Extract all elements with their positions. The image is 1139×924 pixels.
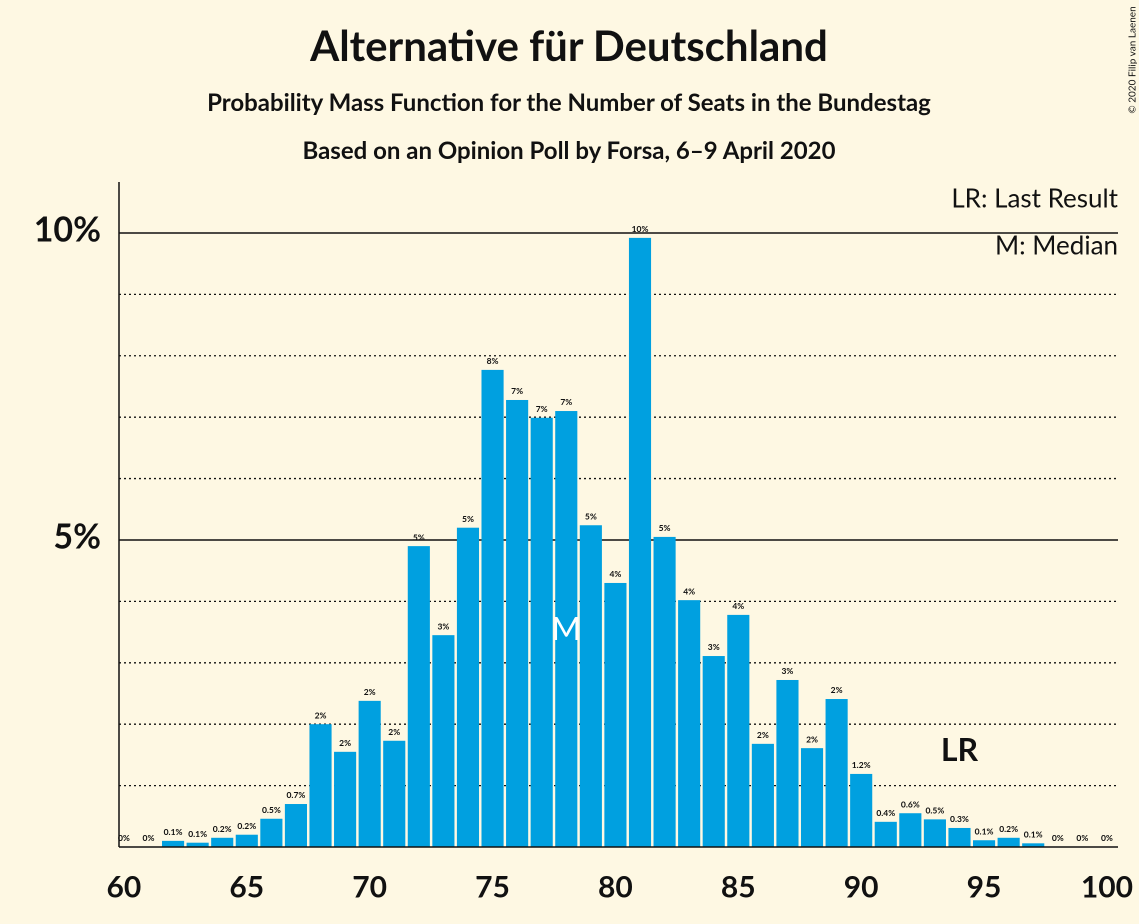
value-label: 4% bbox=[683, 586, 695, 596]
bar bbox=[997, 837, 1020, 847]
value-label: 7% bbox=[511, 386, 523, 396]
credit: © 2020 Filip van Laenen bbox=[1127, 6, 1139, 113]
value-label: 0% bbox=[118, 833, 130, 843]
bar bbox=[678, 600, 701, 847]
bar bbox=[628, 237, 652, 847]
bar bbox=[579, 525, 602, 847]
bar bbox=[899, 813, 922, 847]
chart-title: Alternative für Deutschland bbox=[309, 20, 828, 70]
y-tick-label: 5% bbox=[53, 516, 101, 557]
value-label: 0.5% bbox=[925, 806, 944, 816]
bar bbox=[211, 837, 234, 847]
x-tick-label: 95 bbox=[967, 869, 1002, 905]
chart-subtitle: Based on an Opinion Poll by Forsa, 6–9 A… bbox=[303, 136, 836, 165]
bar bbox=[874, 821, 897, 847]
value-label: 0% bbox=[1101, 833, 1113, 843]
bar bbox=[407, 546, 430, 847]
x-tick-label: 90 bbox=[844, 869, 879, 905]
value-label: 0.3% bbox=[950, 814, 969, 824]
value-label: 2% bbox=[315, 710, 327, 720]
x-tick-label: 60 bbox=[107, 869, 142, 905]
value-label: 5% bbox=[659, 523, 671, 533]
value-label: 2% bbox=[339, 738, 351, 748]
bar bbox=[530, 417, 553, 847]
bar bbox=[186, 842, 209, 847]
x-tick-label: 80 bbox=[598, 869, 633, 905]
bar bbox=[800, 748, 824, 847]
bar bbox=[456, 527, 480, 847]
value-label: 2% bbox=[806, 734, 818, 744]
value-label: 0% bbox=[143, 833, 155, 843]
bar bbox=[383, 740, 406, 847]
value-label: 2% bbox=[364, 687, 376, 697]
bar bbox=[358, 700, 381, 847]
x-tick-label: 70 bbox=[352, 869, 387, 905]
value-label: 0.2% bbox=[237, 821, 256, 831]
bar bbox=[850, 773, 873, 847]
bar bbox=[653, 536, 676, 847]
value-label: 10% bbox=[632, 224, 649, 234]
bar bbox=[604, 582, 627, 847]
value-label: 2% bbox=[831, 685, 843, 695]
value-label: 5% bbox=[462, 514, 474, 524]
value-label: 8% bbox=[487, 356, 499, 366]
bar bbox=[923, 819, 946, 847]
bar bbox=[555, 411, 578, 847]
legend-entry: LR: Last Result bbox=[951, 182, 1118, 214]
bar bbox=[260, 818, 283, 847]
value-label: 0.1% bbox=[164, 827, 183, 837]
bar bbox=[1022, 843, 1045, 847]
bar bbox=[948, 827, 971, 847]
x-tick-label: 75 bbox=[475, 869, 510, 905]
chart-subtitle: Probability Mass Function for the Number… bbox=[207, 88, 931, 117]
value-label: 7% bbox=[536, 404, 548, 414]
value-label: 0.7% bbox=[287, 790, 306, 800]
value-label: 1.2% bbox=[852, 760, 871, 770]
value-label: 0% bbox=[1052, 833, 1064, 843]
annotation: M bbox=[551, 608, 581, 647]
bar bbox=[432, 635, 455, 847]
value-label: 4% bbox=[732, 601, 744, 611]
value-label: 3% bbox=[782, 666, 794, 676]
bar bbox=[776, 679, 799, 847]
x-tick-label: 85 bbox=[721, 869, 756, 905]
annotation: LR bbox=[941, 729, 979, 768]
value-label: 2% bbox=[757, 730, 769, 740]
value-label: 4% bbox=[609, 569, 621, 579]
value-label: 0.6% bbox=[901, 799, 920, 809]
value-label: 3% bbox=[708, 642, 720, 652]
value-label: 2% bbox=[388, 727, 400, 737]
legend-entry: M: Median bbox=[995, 229, 1118, 261]
bar bbox=[506, 399, 529, 847]
bar bbox=[309, 724, 332, 847]
value-label: 0.1% bbox=[975, 826, 994, 836]
value-label: 0.1% bbox=[1024, 830, 1043, 840]
value-label: 0.2% bbox=[213, 824, 232, 834]
value-label: 3% bbox=[437, 621, 449, 631]
bar bbox=[727, 614, 750, 847]
y-tick-label: 10% bbox=[34, 209, 101, 250]
bar bbox=[702, 656, 725, 847]
value-label: 0.1% bbox=[188, 829, 207, 839]
value-label: 0% bbox=[1076, 833, 1088, 843]
bar bbox=[162, 840, 185, 847]
bar bbox=[481, 369, 504, 847]
bar bbox=[825, 699, 848, 847]
x-tick-label: 65 bbox=[229, 869, 264, 905]
bar bbox=[973, 840, 996, 847]
bar bbox=[235, 834, 258, 847]
bar bbox=[334, 751, 357, 847]
value-label: 0.2% bbox=[999, 824, 1018, 834]
value-label: 5% bbox=[413, 532, 425, 542]
bar bbox=[284, 804, 308, 847]
x-tick-label: 100 bbox=[1081, 869, 1133, 905]
value-label: 5% bbox=[585, 511, 597, 521]
value-label: 7% bbox=[560, 397, 572, 407]
value-label: 0.4% bbox=[876, 808, 895, 818]
bar bbox=[751, 743, 774, 847]
value-label: 0.5% bbox=[262, 805, 281, 815]
